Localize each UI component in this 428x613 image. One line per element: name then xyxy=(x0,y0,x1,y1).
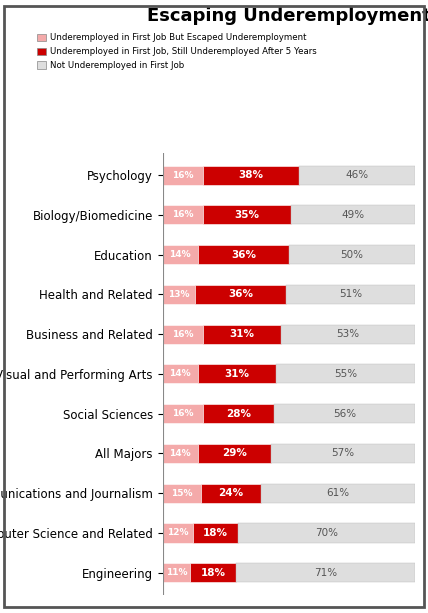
Bar xyxy=(286,285,415,304)
Text: 12%: 12% xyxy=(167,528,189,538)
Bar xyxy=(200,484,261,503)
Bar xyxy=(193,524,238,543)
Text: 11%: 11% xyxy=(166,568,187,577)
Bar xyxy=(163,166,203,185)
Bar xyxy=(163,484,200,503)
Bar xyxy=(163,563,190,582)
Text: 28%: 28% xyxy=(226,409,251,419)
Bar xyxy=(163,205,203,224)
Text: 57%: 57% xyxy=(332,449,355,459)
Text: 31%: 31% xyxy=(230,329,255,339)
Text: 16%: 16% xyxy=(172,170,193,180)
Text: 29%: 29% xyxy=(222,449,247,459)
Bar xyxy=(299,166,415,185)
Text: 36%: 36% xyxy=(229,289,253,299)
Text: 13%: 13% xyxy=(168,290,190,299)
Bar xyxy=(196,285,286,304)
Text: 49%: 49% xyxy=(342,210,365,220)
Text: 38%: 38% xyxy=(238,170,264,180)
Bar xyxy=(198,245,289,264)
Bar xyxy=(163,444,198,463)
Bar xyxy=(238,524,415,543)
Text: 24%: 24% xyxy=(218,488,244,498)
Text: 46%: 46% xyxy=(345,170,369,180)
Bar xyxy=(198,364,276,384)
Bar xyxy=(203,166,299,185)
Text: 14%: 14% xyxy=(169,449,191,458)
Text: 16%: 16% xyxy=(172,330,193,338)
Text: 36%: 36% xyxy=(231,249,256,260)
Text: 70%: 70% xyxy=(315,528,338,538)
Text: 53%: 53% xyxy=(337,329,360,339)
Text: 71%: 71% xyxy=(314,568,337,577)
Text: 31%: 31% xyxy=(225,369,250,379)
Bar xyxy=(291,205,415,224)
Title: Escaping Underemployment: Escaping Underemployment xyxy=(147,7,428,25)
Text: 55%: 55% xyxy=(334,369,357,379)
Text: 35%: 35% xyxy=(235,210,260,220)
Text: 16%: 16% xyxy=(172,409,193,418)
Bar xyxy=(203,205,291,224)
Text: 16%: 16% xyxy=(172,210,193,219)
Bar xyxy=(163,245,198,264)
Bar xyxy=(274,404,415,423)
Bar xyxy=(163,325,203,344)
Bar xyxy=(198,444,271,463)
Text: 51%: 51% xyxy=(339,289,363,299)
Bar xyxy=(163,285,196,304)
Text: 18%: 18% xyxy=(201,568,226,577)
Bar xyxy=(271,444,415,463)
Bar xyxy=(203,325,281,344)
Bar xyxy=(163,404,203,423)
Text: 14%: 14% xyxy=(169,370,191,378)
Legend: Underemployed in First Job But Escaped Underemployment, Underemployed in First J: Underemployed in First Job But Escaped U… xyxy=(36,32,319,72)
Bar xyxy=(281,325,415,344)
Text: 50%: 50% xyxy=(341,249,363,260)
Text: 14%: 14% xyxy=(169,250,191,259)
Text: 56%: 56% xyxy=(333,409,356,419)
Bar xyxy=(289,245,415,264)
Bar xyxy=(203,404,274,423)
Bar xyxy=(236,563,415,582)
Text: 61%: 61% xyxy=(327,488,350,498)
Text: 15%: 15% xyxy=(171,489,192,498)
Bar xyxy=(261,484,415,503)
Bar xyxy=(163,364,198,384)
Bar xyxy=(163,524,193,543)
Bar xyxy=(190,563,236,582)
Bar xyxy=(276,364,415,384)
Text: 18%: 18% xyxy=(203,528,228,538)
